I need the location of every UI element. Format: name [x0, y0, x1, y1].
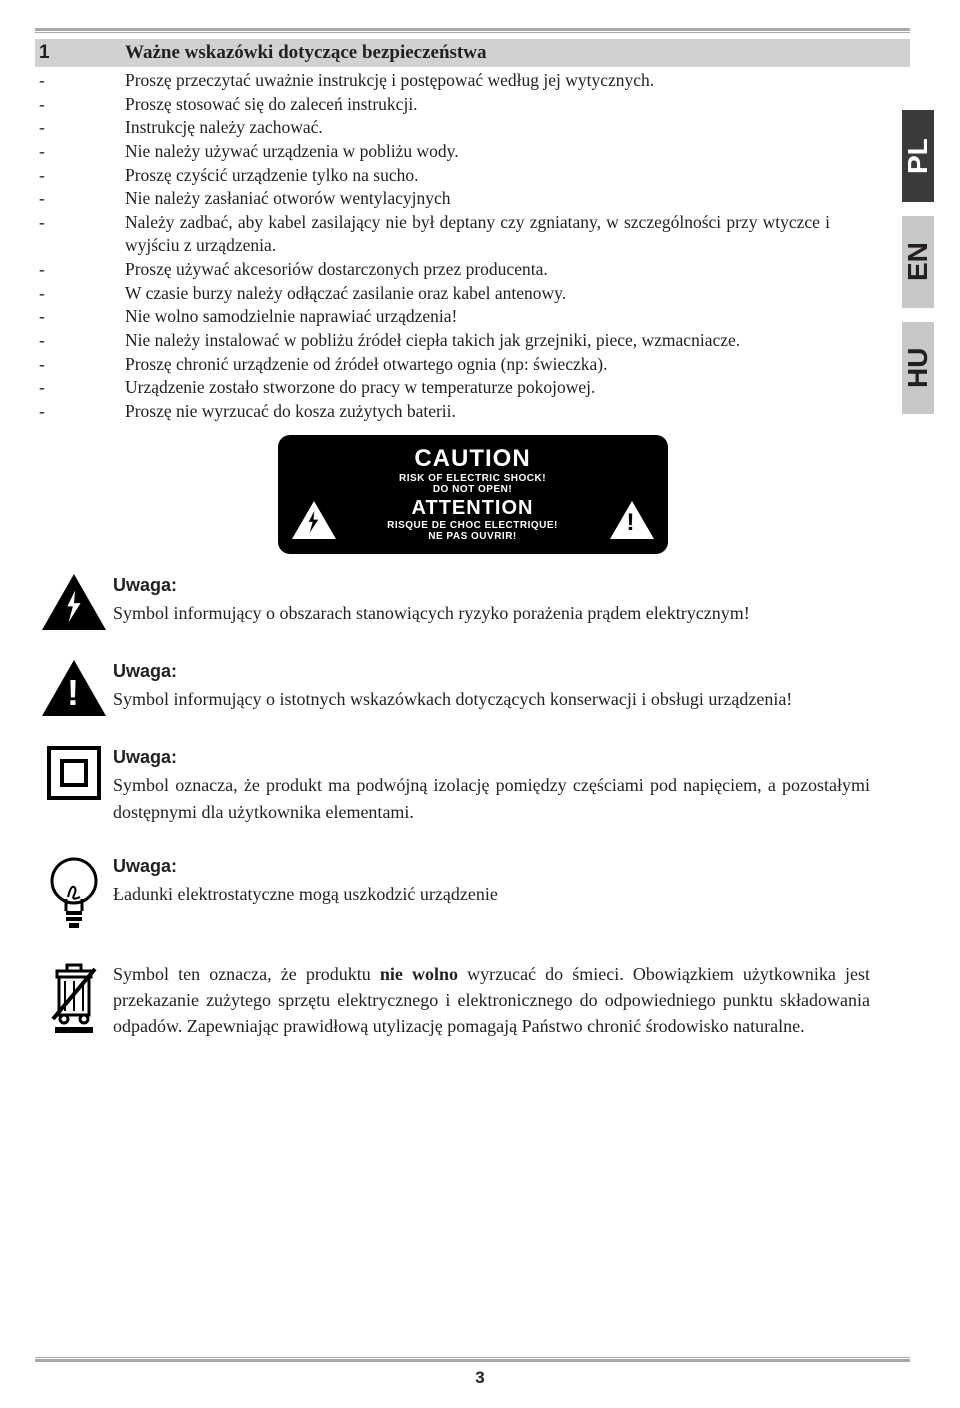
notice-text: Uwaga:Symbol informujący o obszarach sta… [113, 572, 910, 630]
notice-title: Uwaga: [113, 658, 870, 684]
lang-tab-pl: PL [902, 110, 934, 202]
bullet-row: -Proszę czyścić urządzenie tylko na such… [35, 164, 910, 188]
notice-title: Uwaga: [113, 853, 870, 879]
bottom-rule [35, 1357, 910, 1362]
top-rule [35, 28, 910, 33]
notice-body: Ładunki elektrostatyczne mogą uszkodzić … [113, 881, 870, 907]
caution-sub-fr-1: RISQUE DE CHOC ELECTRIQUE! [336, 520, 610, 531]
bullet-dash: - [35, 116, 125, 140]
notice-block: Uwaga:Symbol informujący o obszarach sta… [35, 572, 910, 630]
caution-title-fr: ATTENTION [336, 497, 610, 520]
bullet-text: Należy zadbać, aby kabel zasilający nie … [125, 211, 910, 258]
bullet-dash: - [35, 400, 125, 424]
safety-bullet-list: -Proszę przeczytać uważnie instrukcję i … [35, 69, 910, 423]
warning-icon: ! [42, 660, 106, 716]
lang-tab-hu: HU [902, 322, 934, 414]
bullet-text: Proszę używać akcesoriów dostarczonych p… [125, 258, 910, 282]
caution-label: CAUTION RISK OF ELECTRIC SHOCK! DO NOT O… [278, 435, 668, 554]
bullet-dash: - [35, 187, 125, 211]
notice-icon-wrap [35, 853, 113, 933]
notice-text: Uwaga:Symbol oznacza, że produkt ma podw… [113, 744, 910, 824]
bullet-dash: - [35, 305, 125, 329]
notice-icon-wrap [35, 961, 113, 1039]
weee-icon [45, 963, 103, 1035]
warning-triangle-icon [610, 501, 654, 539]
notice-body: Symbol informujący o obszarach stanowiąc… [113, 600, 870, 626]
bullet-row: -Proszę przeczytać uważnie instrukcję i … [35, 69, 910, 93]
bullet-text: Instrukcję należy zachować. [125, 116, 910, 140]
bullet-text: Urządzenie zostało stworzone do pracy w … [125, 376, 910, 400]
bullet-dash: - [35, 329, 125, 353]
language-tabs: PL EN HU [902, 110, 960, 428]
lang-tab-en: EN [902, 216, 934, 308]
bullet-text: W czasie burzy należy odłączać zasilanie… [125, 282, 910, 306]
bullet-text: Nie należy instalować w pobliżu źródeł c… [125, 329, 910, 353]
notice-text: Symbol ten oznacza, że produktu nie woln… [113, 961, 910, 1039]
bullet-dash: - [35, 164, 125, 188]
bullet-row: -Nie należy zasłaniać otworów wentylacyj… [35, 187, 910, 211]
bullet-row: -Nie wolno samodzielnie naprawiać urządz… [35, 305, 910, 329]
shock-triangle-icon [292, 501, 336, 539]
bullet-dash: - [35, 93, 125, 117]
notice-block: Uwaga:Symbol oznacza, że produkt ma podw… [35, 744, 910, 824]
section-title: Ważne wskazówki dotyczące bezpieczeństwa [125, 42, 486, 64]
notice-block: Uwaga:Ładunki elektrostatyczne mogą uszk… [35, 853, 910, 933]
bullet-row: -W czasie burzy należy odłączać zasilani… [35, 282, 910, 306]
notice-body: Symbol ten oznacza, że produktu nie woln… [113, 961, 870, 1039]
bullet-row: -Instrukcję należy zachować. [35, 116, 910, 140]
notice-icon-wrap [35, 572, 113, 630]
bullet-row: -Proszę chronić urządzenie od źródeł otw… [35, 353, 910, 377]
caution-title-en: CAUTION [292, 445, 654, 473]
section-header: 1 Ważne wskazówki dotyczące bezpieczeńst… [35, 39, 910, 67]
notice-text: Uwaga:Symbol informujący o istotnych wsk… [113, 658, 910, 716]
double-insulation-icon [47, 746, 101, 800]
bullet-text: Nie wolno samodzielnie naprawiać urządze… [125, 305, 910, 329]
bullet-text: Proszę nie wyrzucać do kosza zużytych ba… [125, 400, 910, 424]
bullet-text: Proszę czyścić urządzenie tylko na sucho… [125, 164, 910, 188]
page-number: 3 [0, 1368, 960, 1388]
notice-text: Uwaga:Ładunki elektrostatyczne mogą uszk… [113, 853, 910, 933]
notice-title: Uwaga: [113, 744, 870, 770]
bullet-text: Nie należy zasłaniać otworów wentylacyjn… [125, 187, 910, 211]
bullet-dash: - [35, 376, 125, 400]
bullet-row: -Proszę stosować się do zaleceń instrukc… [35, 93, 910, 117]
bullet-row: -Urządzenie zostało stworzone do pracy w… [35, 376, 910, 400]
bullet-text: Proszę stosować się do zaleceń instrukcj… [125, 93, 910, 117]
notice-icon-wrap: ! [35, 658, 113, 716]
caution-sub-en-1: RISK OF ELECTRIC SHOCK! [292, 473, 654, 484]
bullet-dash: - [35, 69, 125, 93]
bullet-row: -Nie należy instalować w pobliżu źródeł … [35, 329, 910, 353]
bullet-row: -Należy zadbać, aby kabel zasilający nie… [35, 211, 910, 258]
bullet-text: Proszę przeczytać uważnie instrukcję i p… [125, 69, 910, 93]
caution-sub-en-2: DO NOT OPEN! [292, 484, 654, 495]
bullet-dash: - [35, 211, 125, 258]
bullet-row: -Nie należy używać urządzenia w pobliżu … [35, 140, 910, 164]
bullet-dash: - [35, 282, 125, 306]
notice-block: Symbol ten oznacza, że produktu nie woln… [35, 961, 910, 1039]
bullet-dash: - [35, 353, 125, 377]
caution-sub-fr-2: NE PAS OUVRIR! [336, 531, 610, 542]
bullet-row: -Proszę nie wyrzucać do kosza zużytych b… [35, 400, 910, 424]
notice-body: Symbol informujący o istotnych wskazówka… [113, 686, 870, 712]
notice-block: !Uwaga:Symbol informujący o istotnych ws… [35, 658, 910, 716]
bullet-text: Nie należy używać urządzenia w pobliżu w… [125, 140, 910, 164]
manual-page: 1 Ważne wskazówki dotyczące bezpieczeńst… [0, 0, 960, 1097]
notice-title: Uwaga: [113, 572, 870, 598]
bullet-dash: - [35, 140, 125, 164]
shock-icon [42, 574, 106, 630]
notice-list: Uwaga:Symbol informujący o obszarach sta… [35, 572, 910, 1039]
bullet-row: -Proszę używać akcesoriów dostarczonych … [35, 258, 910, 282]
notice-icon-wrap [35, 744, 113, 824]
notice-body: Symbol oznacza, że produkt ma podwójną i… [113, 772, 870, 824]
bullet-dash: - [35, 258, 125, 282]
bulb-icon [44, 855, 104, 933]
bullet-text: Proszę chronić urządzenie od źródeł otwa… [125, 353, 910, 377]
section-number: 1 [39, 42, 125, 64]
